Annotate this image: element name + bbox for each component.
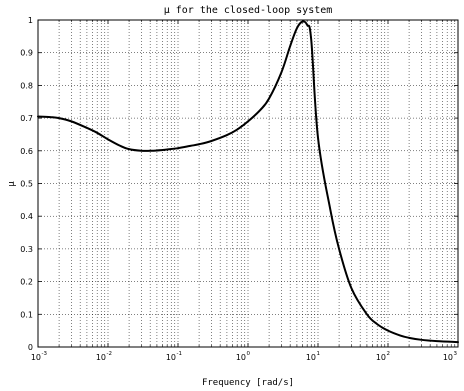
y-axis-ticks: 0 0.1 0.2 0.3 0.4 0.5 0.6 0.7 0.8 0.9 1	[20, 16, 458, 352]
x-tick-label: 10 -1	[166, 351, 182, 362]
y-tick-label: 1	[28, 16, 33, 25]
y-tick-label: 0.9	[20, 49, 33, 58]
y-tick-label: 0.5	[20, 180, 33, 189]
x-tick-label-base: 10	[166, 353, 176, 362]
x-tick-label-exponent: 1	[317, 351, 321, 357]
x-tick-label-base: 10	[443, 353, 453, 362]
x-tick-label: 10 2	[376, 351, 390, 362]
x-tick-label-base: 10	[376, 353, 386, 362]
grid	[38, 20, 458, 347]
x-tick-label-exponent: -1	[177, 351, 182, 357]
x-tick-label-exponent: -3	[42, 351, 48, 357]
y-tick-label: 0.3	[20, 245, 33, 254]
x-tick-label-base: 10	[96, 353, 106, 362]
y-tick-label: 0	[28, 343, 33, 352]
series-layer	[37, 20, 459, 344]
x-tick-label-base: 10	[236, 353, 246, 362]
x-tick-label: 10 -2	[96, 351, 112, 362]
y-tick-label: 0.7	[20, 114, 33, 123]
x-tick-label-exponent: 2	[387, 351, 391, 357]
x-axis-label: Frequency [rad/s]	[202, 378, 294, 388]
x-tick-label: 10 0	[236, 351, 251, 362]
y-tick-label: 0.8	[20, 81, 33, 90]
y-tick-label: 0.6	[20, 147, 33, 156]
chart-title: μ for the closed-loop system	[164, 5, 333, 16]
x-tick-label-base: 10	[31, 353, 41, 362]
x-tick-label-exponent: 0	[247, 351, 251, 357]
x-axis-ticks: 10 -3 10 -2 10 -1 10 0 10 1 10 2 10 3	[31, 20, 459, 362]
y-tick-label: 0.2	[20, 278, 33, 287]
x-tick-label-exponent: 3	[454, 351, 458, 357]
y-axis-label: μ	[7, 181, 17, 187]
mu-curve	[37, 20, 459, 344]
x-tick-label: 10 -3	[31, 351, 48, 362]
x-tick-label-base: 10	[306, 353, 316, 362]
y-tick-label: 0.4	[20, 212, 33, 221]
x-tick-label: 10 3	[443, 351, 458, 362]
x-tick-label-exponent: -2	[107, 351, 112, 357]
y-tick-label: 0.1	[20, 310, 33, 319]
x-tick-label: 10 1	[306, 351, 320, 362]
